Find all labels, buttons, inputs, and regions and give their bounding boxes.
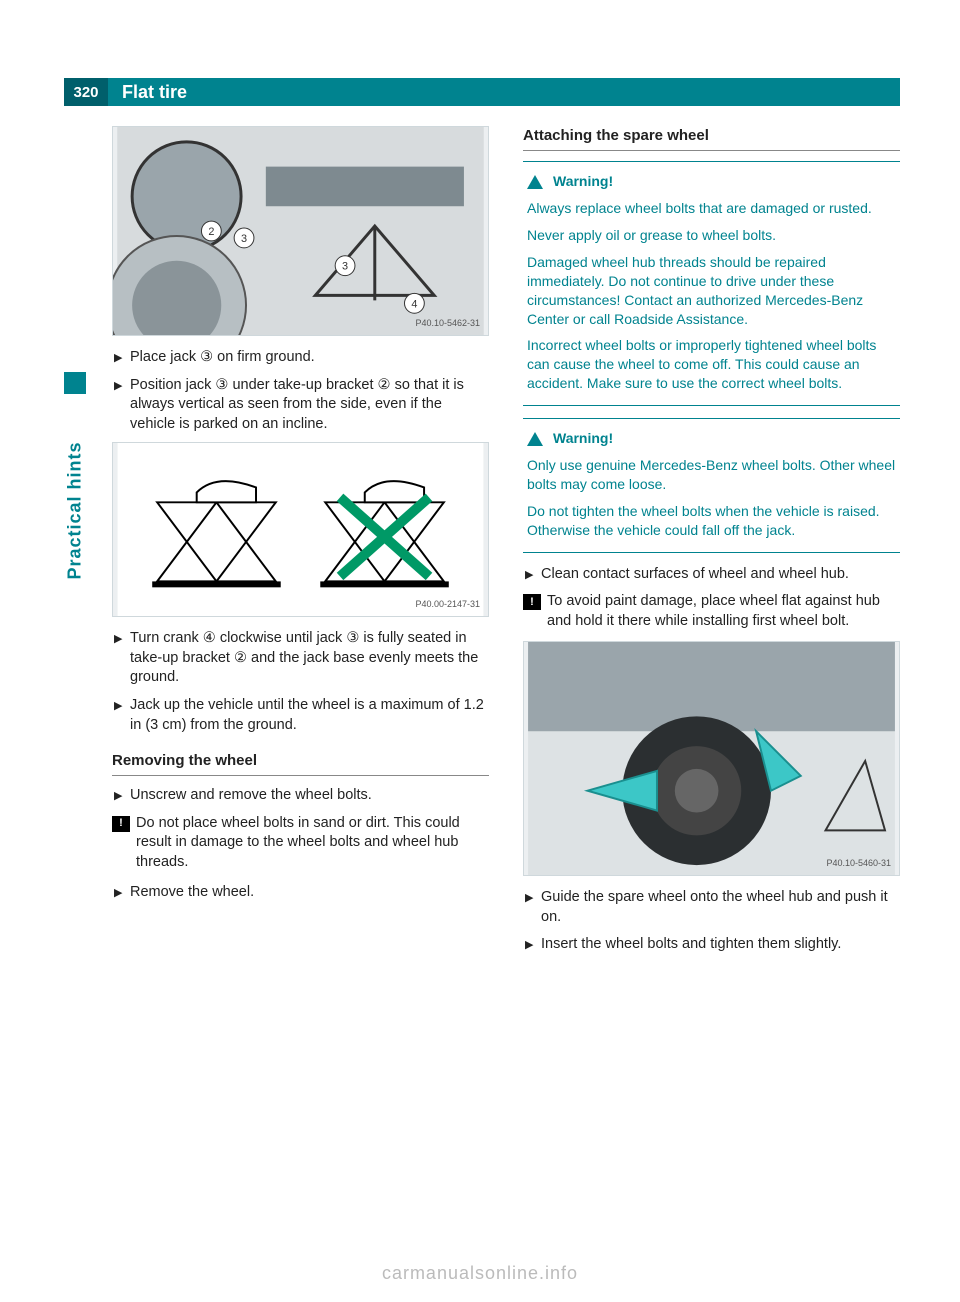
- warning-text: Only use genuine Mercedes-Benz wheel bol…: [527, 456, 896, 494]
- rule: [523, 150, 900, 151]
- step-text: Turn crank ④ clockwise until jack ③ is f…: [130, 629, 489, 688]
- footer-url: carmanualsonline.info: [0, 1263, 960, 1284]
- step-item: ▶ Position jack ③ under take-up bracket …: [112, 376, 489, 435]
- note-text: To avoid paint damage, place wheel flat …: [547, 592, 900, 631]
- caution-icon: !: [112, 816, 130, 832]
- step-text: Insert the wheel bolts and tighten them …: [541, 935, 900, 955]
- step-item: ▶ Turn crank ④ clockwise until jack ③ is…: [112, 629, 489, 688]
- step-item: ▶ Place jack ③ on firm ground.: [112, 348, 489, 368]
- step-text: Clean contact surfaces of wheel and whee…: [541, 565, 900, 585]
- page: 320 Flat tire Practical hints 2 3 3 4: [0, 0, 960, 1302]
- warning-text: Never apply oil or grease to wheel bolts…: [527, 226, 896, 245]
- note-text: Do not place wheel bolts in sand or dirt…: [136, 814, 489, 873]
- svg-text:3: 3: [342, 261, 348, 273]
- step-marker-icon: ▶: [114, 348, 130, 368]
- right-column: Attaching the spare wheel Warning! Alway…: [523, 126, 900, 1242]
- warning-text: Damaged wheel hub threads should be repa…: [527, 253, 896, 329]
- step-item: ▶ Unscrew and remove the wheel bolts.: [112, 786, 489, 806]
- left-column: 2 3 3 4 P40.10-5462-31 ▶ Place jack ③ on…: [112, 126, 489, 1242]
- warning-box: Warning! Always replace wheel bolts that…: [523, 161, 900, 406]
- warning-box: Warning! Only use genuine Mercedes-Benz …: [523, 418, 900, 552]
- step-marker-icon: ▶: [525, 888, 541, 927]
- header-bar: 320 Flat tire: [64, 78, 900, 106]
- step-text: Jack up the vehicle until the wheel is a…: [130, 696, 489, 735]
- step-item: ▶ Insert the wheel bolts and tighten the…: [523, 935, 900, 955]
- warning-text: Do not tighten the wheel bolts when the …: [527, 502, 896, 540]
- header-title: Flat tire: [108, 82, 187, 103]
- warning-title: Warning!: [527, 172, 896, 191]
- figure-caption: P40.00-2147-31: [415, 598, 480, 610]
- warning-title: Warning!: [527, 429, 896, 448]
- figure-caption: P40.10-5460-31: [826, 857, 891, 869]
- warning-text: Always replace wheel bolts that are dama…: [527, 199, 896, 218]
- step-marker-icon: ▶: [114, 786, 130, 806]
- spare-wheel-illustration: [524, 642, 899, 875]
- warning-triangle-icon: [527, 175, 543, 189]
- content-area: 2 3 3 4 P40.10-5462-31 ▶ Place jack ③ on…: [112, 126, 900, 1242]
- step-item: ▶ Guide the spare wheel onto the wheel h…: [523, 888, 900, 927]
- step-text: Position jack ③ under take-up bracket ② …: [130, 376, 489, 435]
- jack-illustration-2: [113, 443, 488, 616]
- step-marker-icon: ▶: [114, 376, 130, 435]
- figure-spare-wheel: P40.10-5460-31: [523, 641, 900, 876]
- subheading: Attaching the spare wheel: [523, 126, 900, 146]
- step-item: ▶ Jack up the vehicle until the wheel is…: [112, 696, 489, 735]
- step-text: Unscrew and remove the wheel bolts.: [130, 786, 489, 806]
- jack-illustration-1: 2 3 3 4: [113, 127, 488, 335]
- svg-text:2: 2: [208, 226, 214, 238]
- step-marker-icon: ▶: [114, 696, 130, 735]
- svg-text:3: 3: [241, 233, 247, 245]
- svg-text:4: 4: [411, 298, 417, 310]
- caution-icon: !: [523, 594, 541, 610]
- warning-triangle-icon: [527, 432, 543, 446]
- note-item: ! To avoid paint damage, place wheel fla…: [523, 592, 900, 631]
- figure-jack-under-vehicle: 2 3 3 4 P40.10-5462-31: [112, 126, 489, 336]
- subheading: Removing the wheel: [112, 751, 489, 771]
- step-marker-icon: ▶: [525, 935, 541, 955]
- side-tab: Practical hints: [64, 400, 86, 620]
- step-text: Remove the wheel.: [130, 883, 489, 903]
- note-item: ! Do not place wheel bolts in sand or di…: [112, 814, 489, 873]
- step-item: ▶ Remove the wheel.: [112, 883, 489, 903]
- side-tab-label: Practical hints: [65, 441, 86, 579]
- side-tab-indicator: [64, 372, 86, 394]
- figure-jack-positions: P40.00-2147-31: [112, 442, 489, 617]
- figure-caption: P40.10-5462-31: [415, 317, 480, 329]
- page-number: 320: [64, 78, 108, 106]
- step-marker-icon: ▶: [114, 883, 130, 903]
- rule: [112, 775, 489, 776]
- warning-text: Incorrect wheel bolts or improperly tigh…: [527, 336, 896, 393]
- step-text: Guide the spare wheel onto the wheel hub…: [541, 888, 900, 927]
- step-text: Place jack ③ on firm ground.: [130, 348, 489, 368]
- warning-label: Warning!: [553, 429, 613, 448]
- step-marker-icon: ▶: [114, 629, 130, 688]
- step-marker-icon: ▶: [525, 565, 541, 585]
- step-item: ▶ Clean contact surfaces of wheel and wh…: [523, 565, 900, 585]
- warning-label: Warning!: [553, 172, 613, 191]
